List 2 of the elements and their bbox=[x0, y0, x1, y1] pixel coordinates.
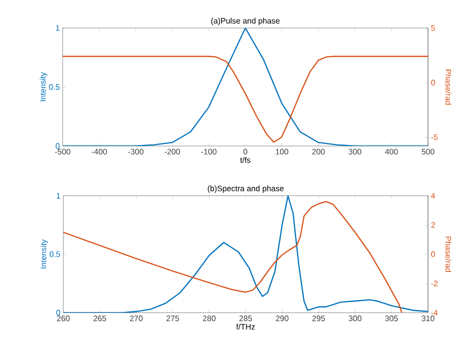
line-series bbox=[62, 28, 428, 146]
line-series bbox=[62, 56, 428, 143]
